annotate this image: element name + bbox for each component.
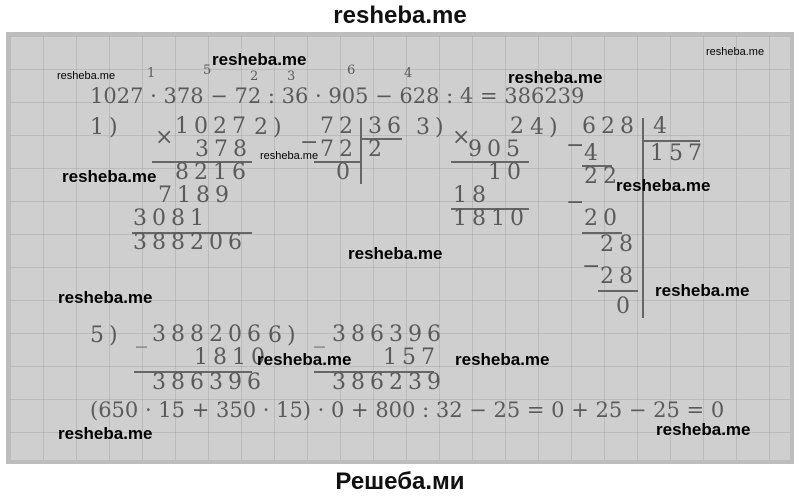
operator-sign: − <box>566 133 590 158</box>
result: 386396 <box>152 370 266 395</box>
factor: 905 <box>468 137 525 162</box>
order-mark: 5 <box>203 63 212 78</box>
watermark: resheba.me <box>706 46 765 58</box>
rule-line <box>314 161 360 163</box>
watermark: resheba.me <box>57 70 116 82</box>
step-label: 6) <box>268 323 301 348</box>
step-label: 3) <box>416 115 449 140</box>
worksheet <box>6 32 794 464</box>
watermark: resheba.me <box>348 244 443 263</box>
remainder: 0 <box>616 294 635 319</box>
watermark: resheba.me <box>212 50 307 69</box>
rule-line <box>582 165 612 167</box>
watermark: resheba.me <box>58 424 153 443</box>
order-mark: 6 <box>347 63 356 78</box>
watermark: resheba.me <box>62 167 157 186</box>
divisor: 36 <box>368 114 406 139</box>
divisor: 4 <box>653 114 672 139</box>
rule-line <box>314 371 434 373</box>
result: 388206 <box>133 230 247 255</box>
rule-line <box>132 232 252 234</box>
operator-sign: _ <box>314 323 330 348</box>
quotient: 157 <box>650 141 707 166</box>
result: 1810 <box>453 206 529 231</box>
partial: 4 <box>584 141 603 166</box>
rule-line <box>134 371 252 373</box>
order-mark: 2 <box>250 69 259 84</box>
second-expression: (650 · 15 + 350 · 15) · 0 + 800 : 32 − 2… <box>90 398 725 422</box>
step-label: 2) <box>254 115 287 140</box>
step-label: 4) <box>530 115 563 140</box>
quotient: 2 <box>368 137 387 162</box>
partial: 20 <box>584 206 622 231</box>
watermark: resheba.me <box>455 350 550 369</box>
rule-line <box>362 138 402 140</box>
subtrahend: 72 <box>320 137 358 162</box>
factor: 1027 <box>175 114 251 139</box>
factor: 378 <box>195 137 252 162</box>
minuend: 388206 <box>152 322 266 347</box>
rule-line <box>598 290 638 292</box>
site-header: resheba.me <box>333 2 467 29</box>
partial: 8216 <box>175 160 251 185</box>
watermark: resheba.me <box>508 68 603 87</box>
rule-line <box>642 118 644 318</box>
operator-sign: − <box>582 254 606 279</box>
site-footer: Решеба.ми <box>335 468 465 495</box>
operator-sign: _ <box>136 323 152 348</box>
operator-sign: × <box>155 125 179 150</box>
watermark: resheba.me <box>260 150 319 162</box>
partial: 3081 <box>133 206 209 231</box>
partial: 28 <box>600 264 638 289</box>
watermark: resheba.me <box>58 288 153 307</box>
partial: 28 <box>600 232 638 257</box>
partial: 7189 <box>158 183 234 208</box>
order-mark: 3 <box>287 69 296 84</box>
factor: 2 <box>510 114 529 139</box>
rule-line <box>451 161 529 163</box>
order-mark: 4 <box>404 66 413 81</box>
watermark: resheba.me <box>656 420 751 439</box>
partial: 10 <box>488 160 526 185</box>
operator-sign: × <box>452 125 476 150</box>
remainder: 0 <box>336 160 355 185</box>
main-expression: 1027 · 378 − 72 : 36 · 905 − 628 : 4 = 3… <box>90 84 585 108</box>
subtrahend: 157 <box>383 345 440 370</box>
rule-line <box>152 161 252 163</box>
watermark: resheba.me <box>655 281 750 300</box>
partial: 22 <box>584 164 622 189</box>
order-mark: 1 <box>147 66 156 81</box>
result: 386239 <box>332 370 446 395</box>
watermark: resheba.me <box>616 176 711 195</box>
rule-line <box>360 118 362 184</box>
subtrahend: 1810 <box>194 345 270 370</box>
step-label: 5) <box>90 323 123 348</box>
rule-line <box>451 208 529 210</box>
rule-line <box>644 140 700 142</box>
operator-sign: − <box>300 130 324 155</box>
step-label: 1) <box>90 115 123 140</box>
rule-line <box>582 232 622 234</box>
watermark: resheba.me <box>257 350 352 369</box>
dividend: 72 <box>320 114 358 139</box>
partial: 18 <box>453 183 491 208</box>
dividend: 628 <box>582 114 639 139</box>
minuend: 386396 <box>332 322 446 347</box>
operator-sign: − <box>566 190 590 215</box>
